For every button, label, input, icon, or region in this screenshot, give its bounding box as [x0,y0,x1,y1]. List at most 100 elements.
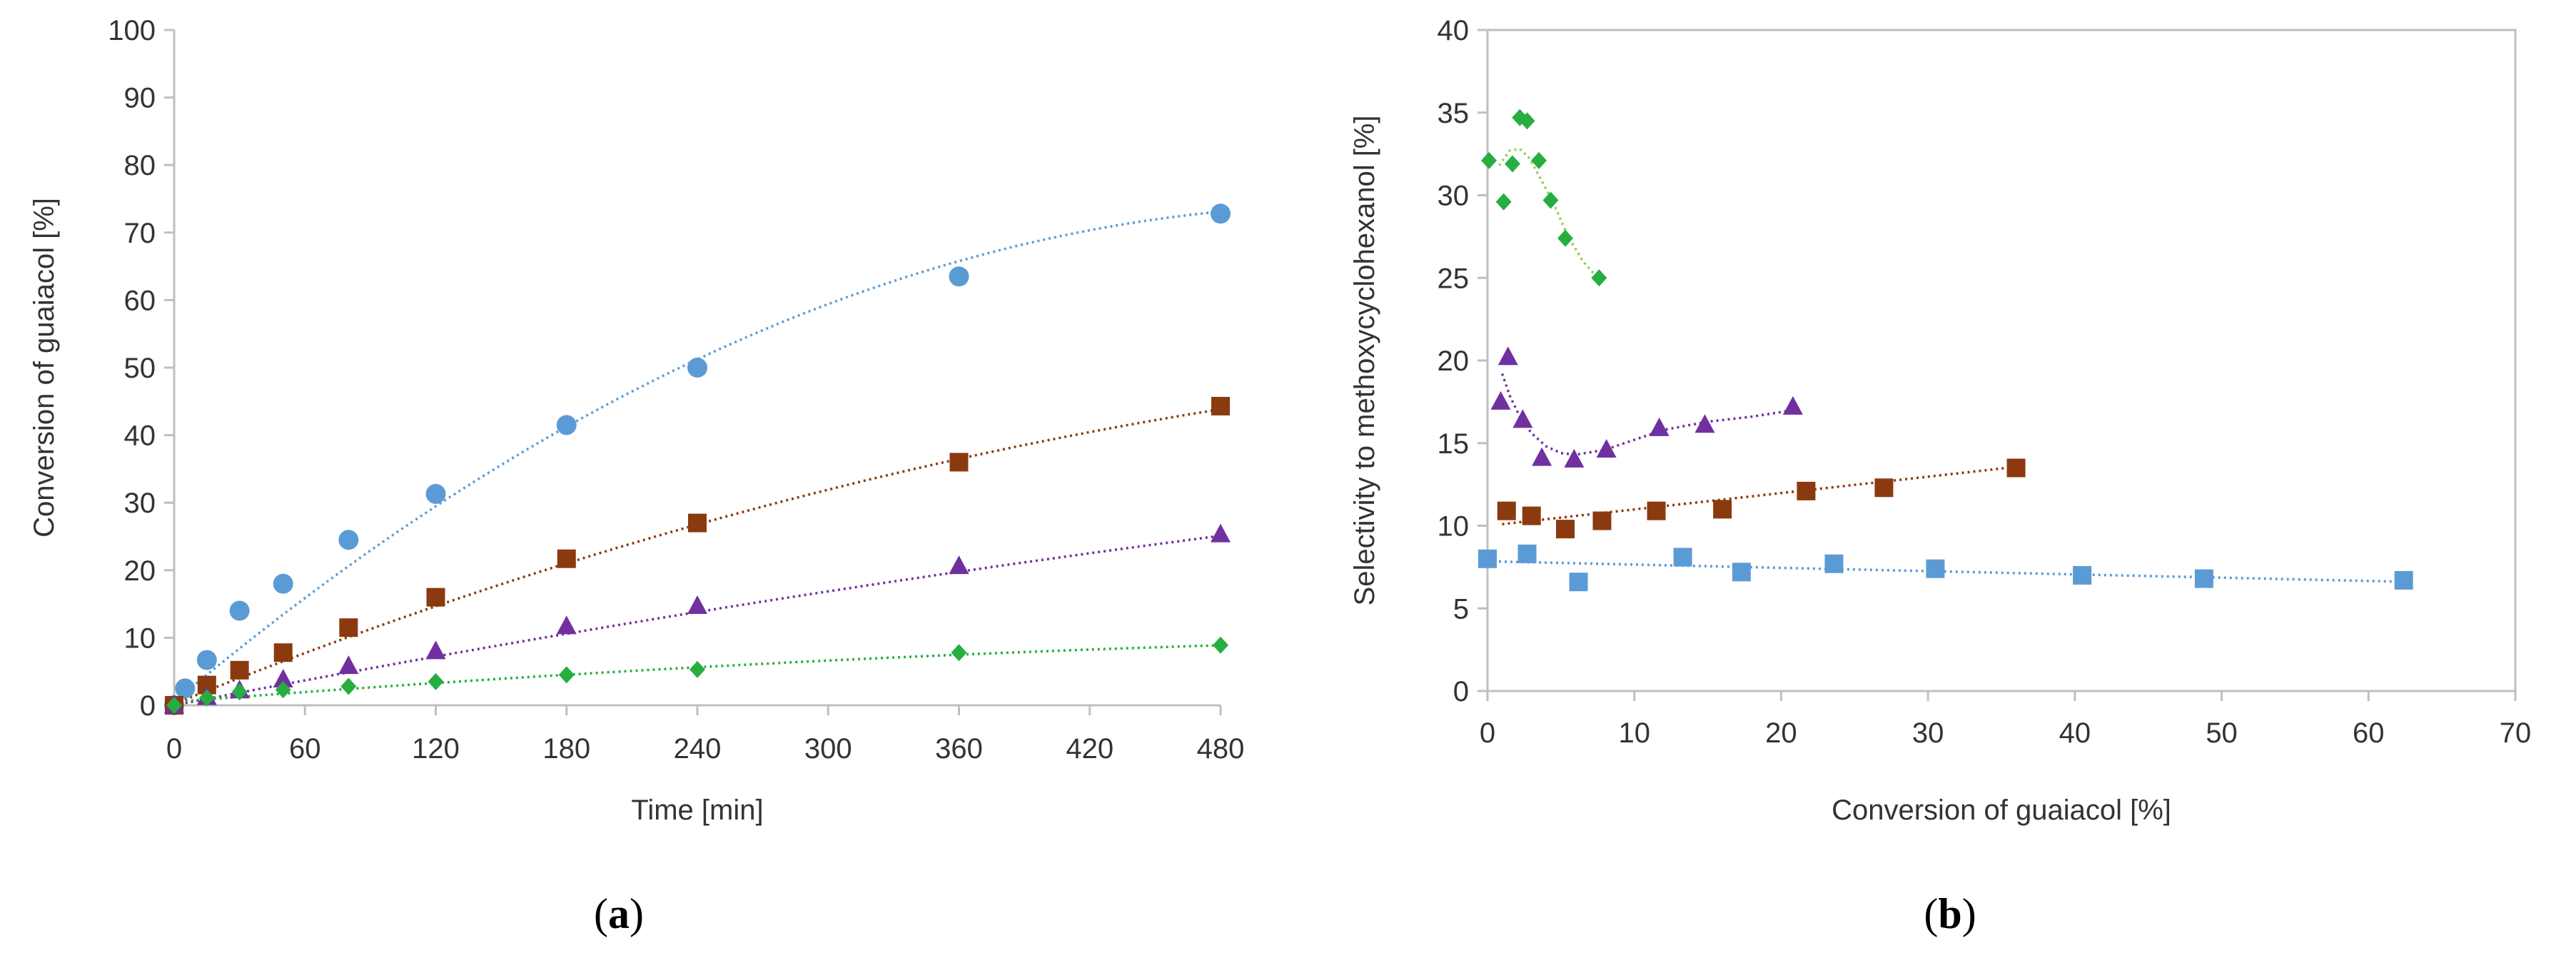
data-point-brown [2006,458,2026,478]
x-tick-label: 300 [804,733,852,765]
data-point-green [166,697,182,714]
x-tick-label: 10 [1618,717,1650,749]
plot-frame-b [1486,29,2517,692]
data-point-green [1542,191,1559,209]
panel-label-b-letter: b [1938,890,1961,937]
y-tick-label: 15 [1438,428,1470,460]
y-axis-ticks-a: 0 10 20 30 40 50 60 70 80 90 100 [108,15,174,722]
y-tick-label: 30 [1438,181,1470,212]
data-point-blue [229,600,250,621]
data-point-blue [556,415,577,435]
data-point-purple [1782,395,1803,415]
data-point-green [340,677,357,695]
data-point-green [1557,229,1574,247]
data-point-green [1504,155,1520,173]
data-point-green [558,666,575,684]
panel-label-a-letter: a [608,890,630,937]
y-tick-label: 25 [1438,263,1470,294]
fit-curves-b [1487,147,2404,583]
fit-curve-purple [173,534,1221,707]
y-tick-label: 80 [124,150,156,181]
data-point-purple [1490,390,1511,410]
x-tick-label: 480 [1197,733,1245,765]
data-point-blue [196,650,217,670]
data-point-green [428,672,444,690]
data-points-a [164,203,1231,715]
data-point-blue [338,530,359,550]
y-tick-label: 10 [124,622,156,654]
data-point-purple [687,595,707,614]
data-point-blue [425,483,446,504]
data-point-purple [273,669,293,688]
x-tick-label: 180 [542,733,590,765]
x-tick-label: 20 [1765,717,1797,749]
x-tick-label: 420 [1066,733,1113,765]
y-tick-label: 100 [108,15,156,46]
data-point-blue [2394,570,2413,590]
data-point-purple [425,640,446,660]
data-point-blue [175,678,196,699]
data-point-purple [1512,409,1533,428]
data-point-green [1591,269,1607,287]
data-point-brown [1211,396,1230,415]
y-tick-label: 0 [1453,676,1469,707]
data-point-green [275,681,291,699]
fit-curves-a [173,210,1221,707]
panel-label-b: (b) [1924,890,1976,937]
data-point-brown [557,549,576,568]
data-point-purple [556,615,577,635]
data-point-blue [1211,203,1231,224]
y-tick-label: 0 [140,690,156,722]
y-axis-title-a: Conversion of guaiacol [%] [29,198,60,538]
y-tick-label: 60 [124,285,156,316]
chart-panel-a: 0 10 20 30 40 50 60 70 80 90 100 0 60 120 180 240 300 36… [29,15,1244,937]
data-point-brown [230,660,249,680]
data-point-green [1531,151,1547,169]
x-tick-label: 50 [2206,717,2238,749]
data-point-brown [1556,520,1575,539]
data-point-blue [273,573,293,594]
data-point-green [951,644,967,662]
data-point-purple [1596,439,1617,458]
x-tick-label: 240 [674,733,722,765]
y-tick-label: 70 [124,218,156,249]
y-tick-label: 50 [124,353,156,384]
data-point-purple [1532,447,1552,466]
x-tick-label: 30 [1912,717,1944,749]
y-tick-label: 30 [124,488,156,519]
data-point-brown [1497,501,1516,520]
y-axis-ticks-b: 0 5 10 15 20 25 30 35 40 [1438,15,1487,707]
fit-curve-blue [1487,560,2404,583]
x-tick-label: 120 [412,733,460,765]
data-point-blue [1517,544,1537,563]
data-point-brown [688,513,707,533]
data-point-blue [1673,548,1692,567]
y-tick-label: 10 [1438,511,1470,543]
x-tick-label: 0 [166,733,182,765]
x-axis-title-a: Time [min] [631,795,763,826]
y-tick-label: 90 [124,83,156,114]
fit-curve-blue [173,210,1221,703]
data-point-blue [1926,559,1945,578]
data-point-green [690,660,705,678]
data-point-brown [1647,501,1666,520]
y-tick-label: 35 [1438,98,1470,129]
fit-curve-purple [1500,373,1794,456]
x-axis-ticks-b: 0 10 20 30 40 50 60 70 [1480,691,2531,749]
data-point-purple [949,555,969,575]
data-point-green [1481,151,1497,169]
data-point-brown [1592,511,1612,530]
x-tick-label: 40 [2059,717,2091,749]
data-point-brown [1797,481,1816,500]
x-tick-label: 0 [1480,717,1495,749]
data-point-blue [949,266,969,287]
data-point-brown [339,618,358,637]
y-tick-label: 20 [124,555,156,587]
data-point-brown [273,643,293,662]
data-point-blue [2194,569,2213,588]
data-point-purple [1211,523,1231,543]
data-point-blue [1478,549,1497,568]
data-point-purple [1649,417,1670,436]
data-point-green [1213,636,1228,654]
